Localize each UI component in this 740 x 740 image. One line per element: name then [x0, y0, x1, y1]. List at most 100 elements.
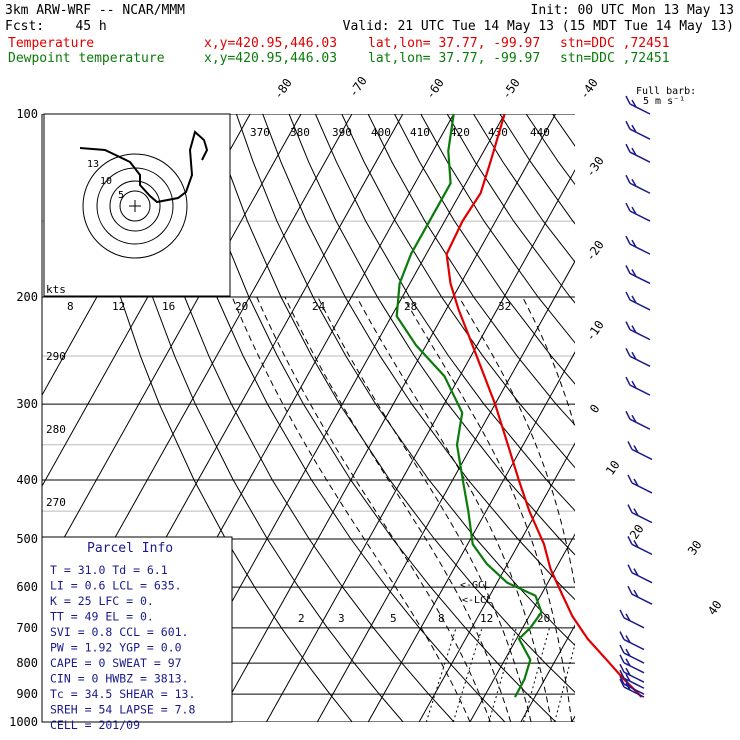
- wind-barb-flag: [619, 669, 625, 679]
- isotherm-tick-label: 0: [587, 402, 603, 416]
- parcel-info-row: SREH = 54 LAPSE = 7.8: [50, 703, 195, 717]
- dry-adiabat-line: [209, 114, 575, 694]
- dry-adiabat-line: [632, 114, 740, 722]
- theta-label: 400: [371, 126, 391, 139]
- isotherm-line: [469, 533, 575, 722]
- wind-barb-staff: [623, 652, 645, 664]
- theta-label: 370: [250, 126, 270, 139]
- dewpoint-legend: Dewpoint temperature: [8, 51, 165, 66]
- low-mixing-label: 3: [338, 612, 345, 625]
- wind-barb: [625, 291, 651, 311]
- wind-barb-staff: [631, 593, 653, 605]
- wind-barb-flag: [633, 589, 639, 598]
- wind-barb: [619, 644, 645, 664]
- wind-barb-flag: [625, 174, 631, 184]
- dry-adiabat-line: [341, 114, 575, 469]
- wind-barb-flag: [627, 585, 633, 595]
- wind-barb: [625, 202, 651, 222]
- moist-adiabat-line: [256, 296, 491, 722]
- dew-xy: x,y=420.95,446.03: [204, 51, 338, 66]
- isotherm-line: [520, 624, 575, 722]
- moist-adiabat-line: [587, 297, 633, 722]
- low-mixing-label: 2: [298, 612, 305, 625]
- wind-barb: [619, 654, 645, 674]
- wind-barb-flag: [631, 325, 637, 333]
- wind-barb-staff: [629, 355, 651, 367]
- wind-barb: [627, 536, 653, 556]
- theta-label: 410: [410, 126, 430, 139]
- isotherm-tick-label: 40: [705, 598, 725, 618]
- isotherm-tick-label: -20: [583, 238, 607, 264]
- hodograph-ring: [119, 190, 151, 222]
- dry-adiabat-line: [499, 114, 575, 225]
- wind-barb-staff: [623, 638, 645, 651]
- isotherm-tick-label: -80: [271, 76, 295, 102]
- pressure-tick-label: 800: [16, 656, 38, 670]
- parcel-cell: CELL = 201/09: [50, 718, 140, 732]
- temp-xy: x,y=420.95,446.03: [204, 36, 338, 51]
- dry-adiabat-line: [605, 114, 740, 722]
- wind-barb-flag: [625, 673, 631, 682]
- wind-barb-flag: [625, 347, 631, 357]
- wind-barb-flag: [625, 143, 631, 153]
- dry-adiabat-line: [658, 114, 740, 722]
- wind-barb-staff: [629, 299, 651, 311]
- dry-adiabat-line: [314, 114, 575, 512]
- wind-barb-staff: [631, 543, 653, 556]
- wind-barb-flag: [631, 206, 637, 215]
- barb-legend-label: Full barb:: [636, 86, 696, 97]
- isotherm-line: [674, 114, 740, 722]
- barb-legend-units: 5 m s⁻¹: [643, 96, 685, 107]
- moist-adiabat-line: [642, 297, 655, 722]
- parcel-info-row: TT = 49 EL = 0.: [50, 610, 154, 624]
- pressure-tick-label: 600: [16, 580, 38, 594]
- theta-side-label: 270: [46, 496, 66, 509]
- init-time: Init: 00 UTC Mon 13 May 13: [530, 3, 735, 18]
- theta-label: 430: [488, 126, 508, 139]
- wind-barb-staff: [629, 103, 651, 115]
- isotherm-line: [42, 114, 302, 579]
- hodograph-ring-label: 10: [100, 176, 112, 187]
- isotherm-tick-label: -10: [583, 318, 607, 344]
- wind-barb-flag: [619, 654, 625, 664]
- isotherm-tick-label: 20: [627, 522, 647, 542]
- wind-barb-flag: [631, 239, 637, 248]
- theta-label: 380: [290, 126, 310, 139]
- hodograph-ring: [109, 180, 161, 232]
- gcl-marker: <-GCL: [460, 580, 490, 591]
- wind-barb: [625, 120, 651, 140]
- wind-barb-staff: [629, 243, 651, 255]
- wind-barb: [619, 669, 645, 689]
- lcl-marker: <-LCL: [462, 595, 492, 606]
- forecast-hour: Fcst: 45 h: [5, 19, 107, 34]
- parcel-info-row: T = 31.0 Td = 6.1: [50, 563, 168, 577]
- low-mixing-label: 5: [390, 612, 397, 625]
- mixing-ratio-label: 20: [235, 300, 248, 313]
- wind-barb-flag: [631, 414, 637, 423]
- pressure-tick-label: 900: [16, 687, 38, 701]
- wind-barb-flag: [631, 124, 637, 133]
- wind-barb: [627, 504, 653, 524]
- hodograph-ring-label: 5: [118, 190, 124, 201]
- wind-barb-flag: [625, 376, 631, 386]
- wind-barb: [625, 174, 651, 194]
- wind-barb: [625, 347, 651, 367]
- valid-time: Valid: 21 UTC Tue 14 May 13 (15 MDT Tue …: [342, 19, 734, 34]
- moist-adiabat-line: [522, 296, 575, 430]
- parcel-info-row: SVI = 0.8 CCL = 601.: [50, 625, 188, 639]
- mixing-ratio-line: [488, 627, 517, 722]
- model-title: 3km ARW-WRF -- NCAR/MMM: [5, 3, 186, 18]
- wind-barb-flag: [631, 269, 637, 277]
- theta-side-label: 290: [46, 350, 66, 363]
- pressure-tick-label: 300: [16, 397, 38, 411]
- wind-barb-staff: [629, 272, 651, 285]
- hodograph-trace: [79, 130, 209, 204]
- wind-barb-flag: [627, 564, 633, 574]
- temp-latlon: lat,lon= 37.77, -99.97: [368, 36, 541, 51]
- pressure-tick-label: 200: [16, 290, 38, 304]
- dry-adiabat-line: [473, 114, 575, 263]
- wind-barb-staff: [623, 686, 645, 698]
- wind-barb-flag: [619, 609, 625, 619]
- isotherm-tick-label: -50: [499, 76, 523, 102]
- wind-barb-staff: [629, 128, 651, 140]
